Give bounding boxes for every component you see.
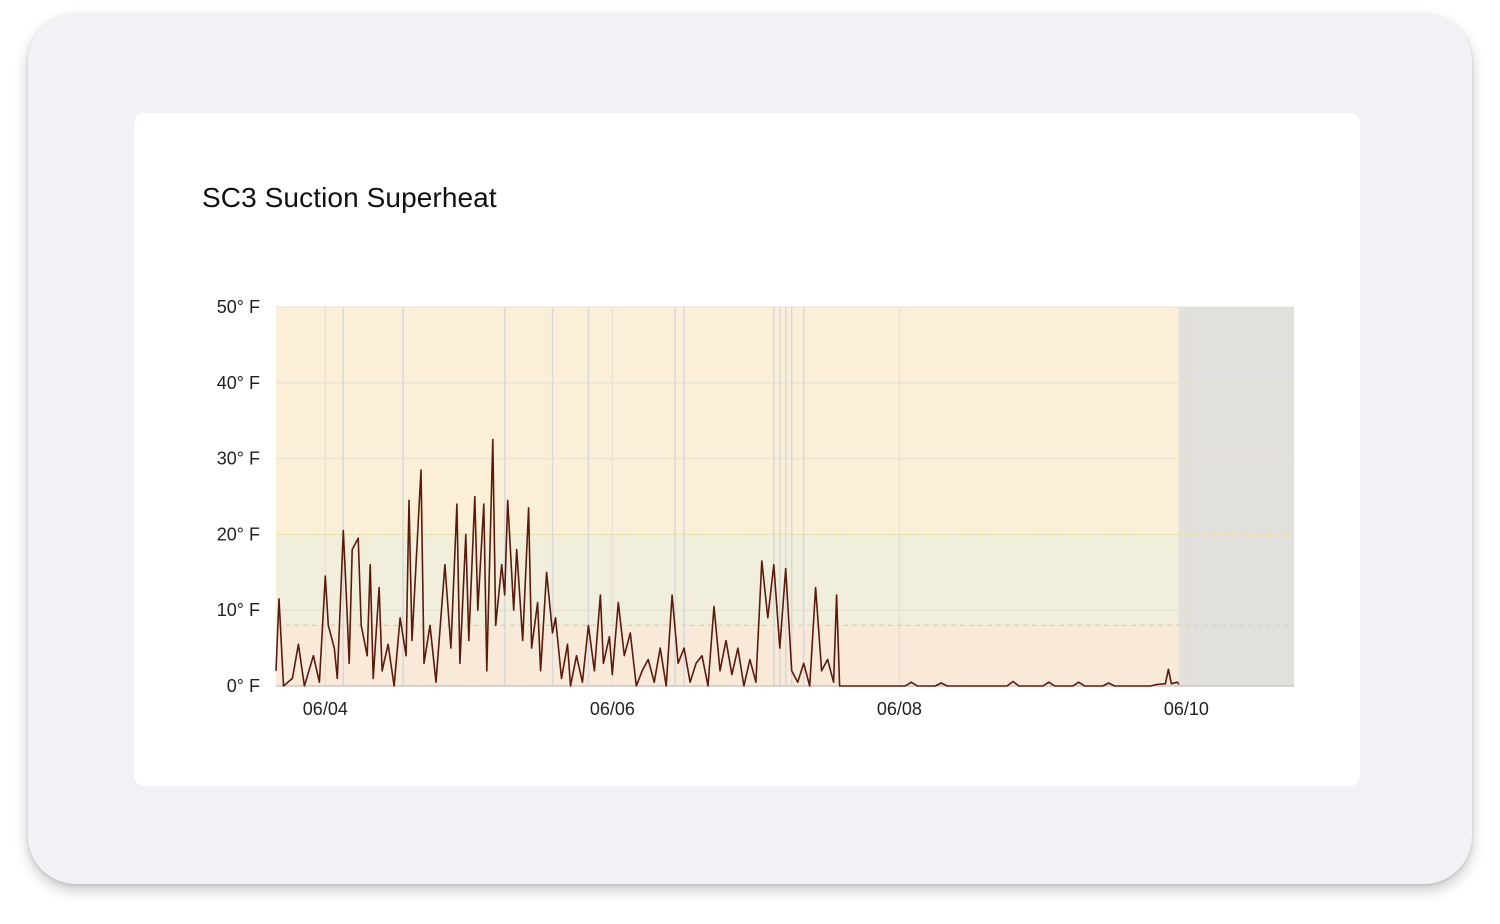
x-tick-label-3: 06/10 xyxy=(1164,699,1209,719)
x-tick-label-1: 06/06 xyxy=(590,699,635,719)
series-layer xyxy=(275,438,1180,687)
y-tick-label-4: 40° F xyxy=(217,373,260,393)
x-tick-label-0: 06/04 xyxy=(303,699,348,719)
series-line-0 xyxy=(275,438,1180,687)
no-data-region xyxy=(1178,307,1294,686)
x-tick-label-2: 06/08 xyxy=(877,699,922,719)
no-data-layer xyxy=(1178,307,1294,686)
y-tick-labels: 0° F 10° F 20° F 30° F 40° F 50° F xyxy=(217,297,260,696)
vertical-markers xyxy=(342,307,805,686)
y-tick-label-0: 0° F xyxy=(227,676,260,696)
x-tick-labels: 06/04 06/06 06/08 06/10 xyxy=(303,699,1209,719)
y-tick-label-5: 50° F xyxy=(217,297,260,317)
y-tick-label-2: 20° F xyxy=(217,524,260,544)
y-tick-label-3: 30° F xyxy=(217,449,260,469)
chart-title: SC3 Suction Superheat xyxy=(202,182,497,213)
vertical-gridlines xyxy=(324,307,1187,686)
y-tick-label-1: 10° F xyxy=(217,600,260,620)
